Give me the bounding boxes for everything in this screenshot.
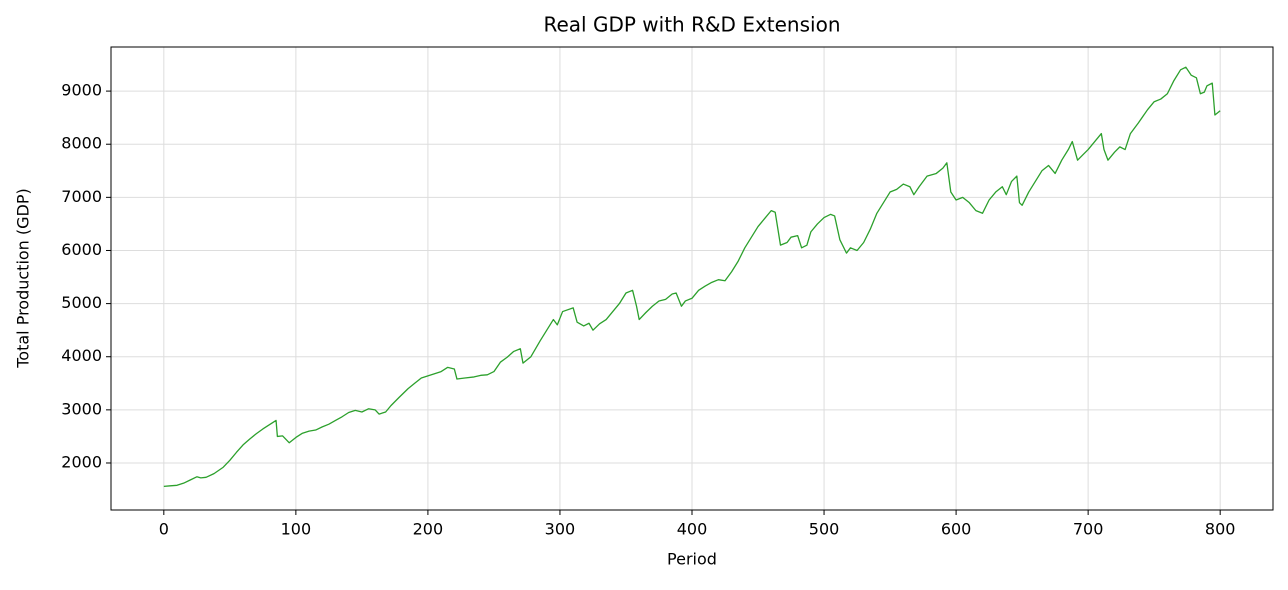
x-tick-label: 200 [413, 520, 444, 539]
x-axis-label: Period [667, 550, 717, 569]
x-tick-label: 400 [677, 520, 708, 539]
plot-frame [110, 46, 1274, 511]
y-tick-label: 4000 [61, 346, 102, 365]
y-tick-label: 5000 [61, 293, 102, 312]
x-tick-label: 0 [159, 520, 169, 539]
x-tick-label: 300 [545, 520, 576, 539]
x-tick-label: 500 [809, 520, 840, 539]
y-tick-label: 6000 [61, 240, 102, 259]
series-line [163, 66, 1221, 488]
y-axis-label: Total Production (GDP) [14, 188, 33, 369]
x-tick-label: 100 [281, 520, 312, 539]
y-tick-label: 7000 [61, 187, 102, 206]
y-tick-label: 8000 [61, 134, 102, 153]
chart-title: Real GDP with R&D Extension [543, 13, 840, 37]
y-tick-label: 9000 [61, 81, 102, 100]
x-tick-label: 700 [1073, 520, 1104, 539]
y-tick-label: 3000 [61, 399, 102, 418]
x-tick-label: 600 [941, 520, 972, 539]
x-tick-label: 800 [1205, 520, 1236, 539]
y-tick-label: 2000 [61, 452, 102, 471]
